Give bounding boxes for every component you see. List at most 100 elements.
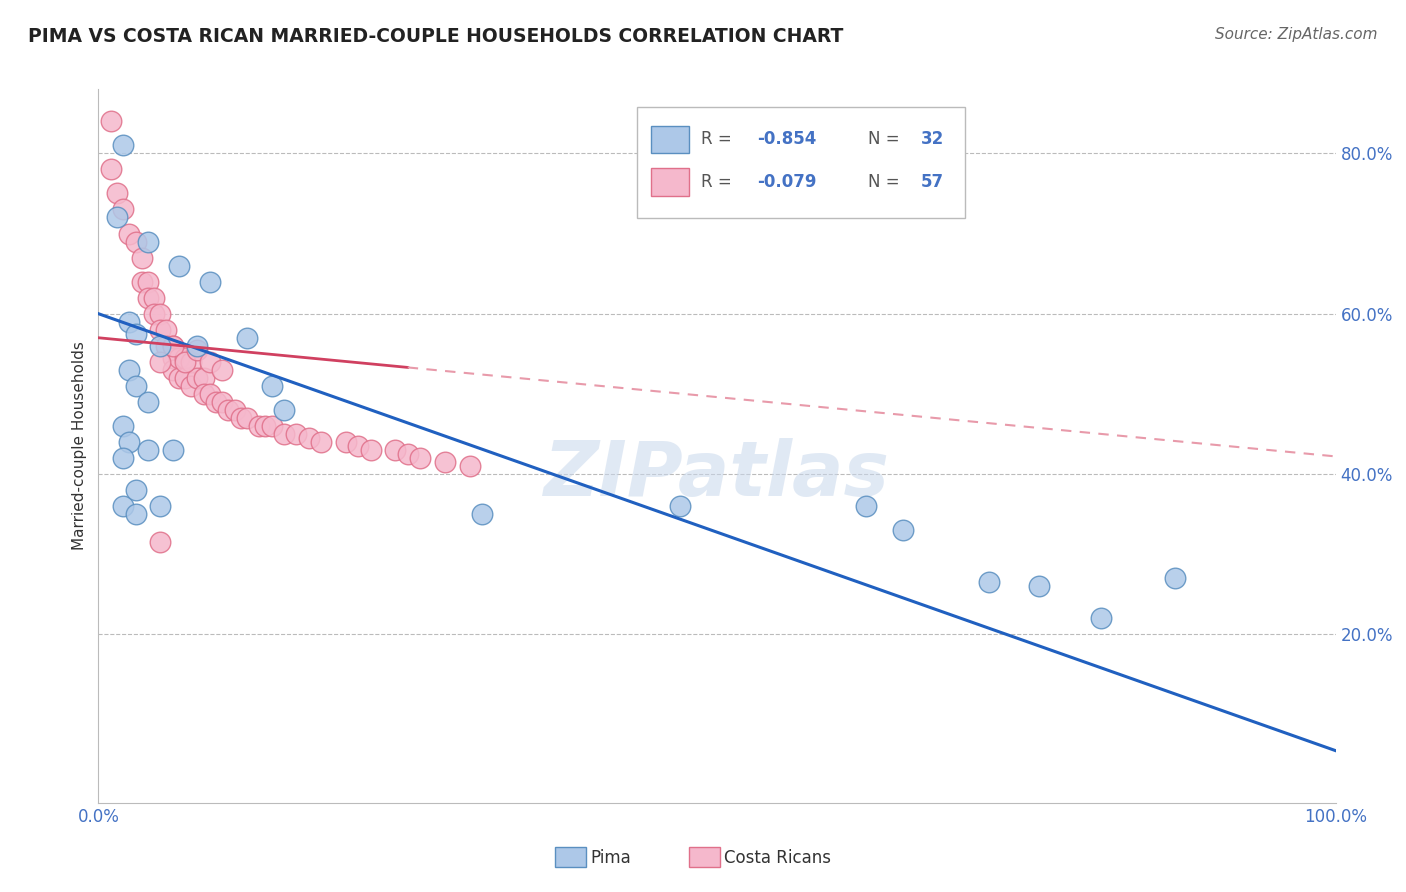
Point [396, 447, 419, 461]
Point [186, 371, 208, 385]
Text: N =: N = [868, 130, 905, 148]
Point [855, 499, 877, 513]
Text: R =: R = [702, 173, 737, 191]
Point [180, 379, 202, 393]
Point [167, 351, 190, 365]
Y-axis label: Married-couple Households: Married-couple Households [72, 342, 87, 550]
Point [131, 251, 153, 265]
Point [155, 339, 177, 353]
Point [100, 162, 122, 177]
Point [254, 419, 277, 434]
Point [260, 379, 283, 393]
Point [112, 499, 135, 513]
Point [167, 259, 190, 273]
Point [217, 403, 239, 417]
Text: -0.079: -0.079 [756, 173, 815, 191]
Point [124, 507, 146, 521]
Point [155, 323, 177, 337]
Point [112, 202, 135, 217]
Text: Costa Ricans: Costa Ricans [724, 849, 831, 867]
Point [162, 363, 184, 377]
Point [136, 235, 159, 249]
Point [162, 351, 184, 365]
Point [149, 323, 172, 337]
Point [891, 523, 914, 537]
Point [149, 535, 172, 549]
Text: -0.854: -0.854 [756, 130, 815, 148]
Point [309, 435, 332, 450]
Point [273, 403, 295, 417]
Point [260, 419, 283, 434]
Point [174, 371, 197, 385]
Point [205, 395, 228, 409]
Point [180, 355, 202, 369]
Point [136, 275, 159, 289]
Point [162, 339, 184, 353]
Point [149, 499, 172, 513]
Point [136, 442, 159, 457]
Point [118, 315, 141, 329]
Point [174, 351, 197, 365]
Point [143, 307, 166, 321]
Point [1090, 611, 1112, 625]
Point [285, 427, 308, 442]
Point [1028, 579, 1050, 593]
Point [471, 507, 494, 521]
Point [186, 339, 208, 353]
Point [236, 411, 259, 425]
Text: N =: N = [868, 173, 905, 191]
Point [979, 575, 1001, 590]
Point [124, 483, 146, 497]
Point [193, 371, 215, 385]
Point [298, 431, 321, 445]
Point [149, 339, 172, 353]
Point [167, 371, 190, 385]
Point [162, 442, 184, 457]
Point [112, 450, 135, 465]
Point [384, 442, 406, 457]
Point [124, 326, 146, 341]
Point [100, 114, 122, 128]
Point [186, 343, 208, 357]
Text: Pima: Pima [591, 849, 631, 867]
Point [198, 355, 221, 369]
Point [198, 275, 221, 289]
Bar [651, 169, 689, 195]
Point [143, 291, 166, 305]
Point [118, 363, 141, 377]
Point [136, 395, 159, 409]
Point [136, 291, 159, 305]
Text: 32: 32 [921, 130, 945, 148]
Bar [651, 126, 689, 153]
Point [409, 450, 432, 465]
Point [112, 138, 135, 153]
Point [458, 458, 481, 473]
Point [193, 387, 215, 401]
Point [149, 307, 172, 321]
Point [112, 419, 135, 434]
Bar [637, 107, 965, 218]
Text: R =: R = [702, 130, 737, 148]
Point [229, 411, 252, 425]
Text: ZIPatlas: ZIPatlas [544, 438, 890, 511]
Point [360, 442, 382, 457]
Text: PIMA VS COSTA RICAN MARRIED-COUPLE HOUSEHOLDS CORRELATION CHART: PIMA VS COSTA RICAN MARRIED-COUPLE HOUSE… [28, 27, 844, 45]
Text: Source: ZipAtlas.com: Source: ZipAtlas.com [1215, 27, 1378, 42]
Point [211, 395, 233, 409]
Point [105, 186, 128, 201]
Point [118, 227, 141, 241]
Point [433, 455, 456, 469]
Point [1164, 571, 1187, 585]
Point [211, 363, 233, 377]
Point [118, 435, 141, 450]
Point [105, 211, 128, 225]
Point [347, 439, 370, 453]
Point [247, 419, 270, 434]
Point [224, 403, 246, 417]
Point [131, 275, 153, 289]
Point [162, 339, 184, 353]
Point [149, 355, 172, 369]
Point [335, 435, 357, 450]
Point [124, 379, 146, 393]
Point [236, 331, 259, 345]
